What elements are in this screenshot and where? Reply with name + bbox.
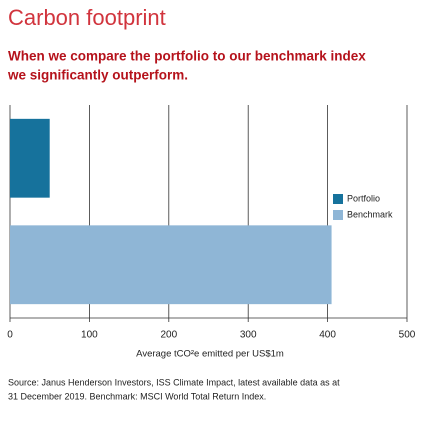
x-tick-label: 100 xyxy=(81,330,98,341)
source-note: Source: Janus Henderson Investors, ISS C… xyxy=(8,377,340,387)
x-tick-label: 400 xyxy=(319,330,336,341)
x-tick-label: 300 xyxy=(240,330,257,341)
x-axis-label: Average tCO²e emitted per US$1m xyxy=(136,349,284,360)
bar xyxy=(10,118,50,198)
bar xyxy=(10,225,332,305)
x-tick-label: 200 xyxy=(160,330,177,341)
x-tick-label: 0 xyxy=(7,330,13,341)
x-tick-label: 500 xyxy=(399,330,416,341)
legend-swatch xyxy=(333,210,343,220)
chart-subtitle: When we compare the portfolio to our ben… xyxy=(8,49,366,64)
legend-label: Portfolio xyxy=(347,193,380,203)
legend-label: Benchmark xyxy=(347,209,393,219)
chart-title: Carbon footprint xyxy=(8,5,166,30)
source-note: 31 December 2019. Benchmark: MSCI World … xyxy=(8,391,266,401)
chart-subtitle: we significantly outperform. xyxy=(7,68,188,83)
legend-swatch xyxy=(333,194,343,204)
